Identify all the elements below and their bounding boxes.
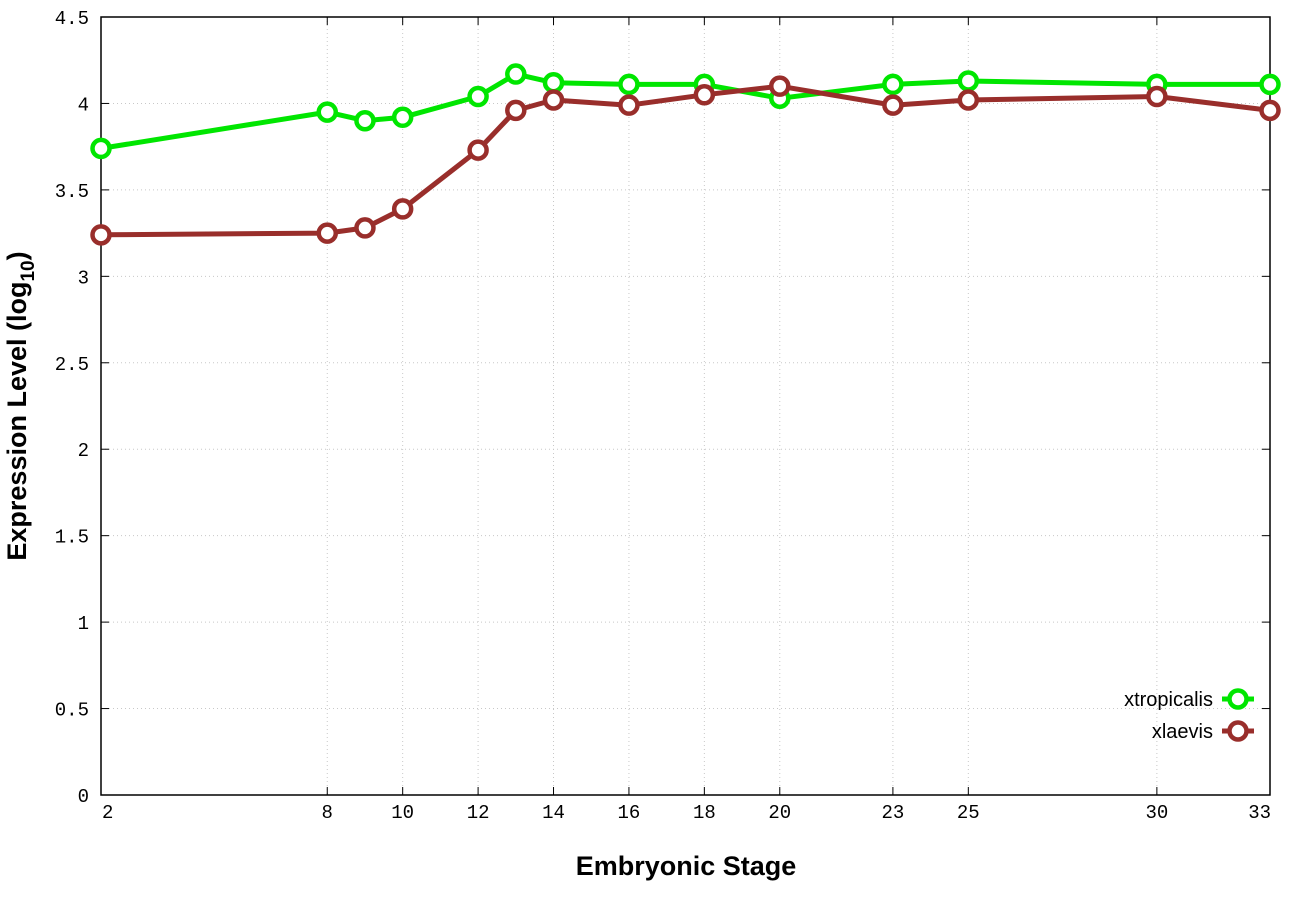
grid-lines [101, 17, 1270, 795]
axis-ticks: 2 8 10 12 14 16 18 20 23 25 30 33 0 0.5 1 1.5 2 2.5 3 3.5 4 4… [55, 8, 1271, 824]
plot-frame [100, 16, 1271, 796]
data-point-xlaevis [542, 89, 565, 111]
x-tick-label: 8 [322, 802, 333, 824]
series-xtropicalis [90, 63, 1281, 160]
data-point-xlaevis [505, 99, 527, 122]
legend-entry-xtropicalis: xtropicalis [1124, 688, 1254, 711]
series-xlaevis [90, 75, 1281, 246]
data-point-xlaevis [618, 94, 640, 116]
data-point-xtropicalis [957, 70, 980, 92]
y-tick-label: 2 [78, 440, 89, 462]
data-point-xtropicalis [618, 73, 640, 96]
x-axis-title: Embryonic Stage [576, 851, 797, 881]
data-point-xlaevis [882, 94, 904, 116]
x-tick-label: 20 [768, 802, 791, 824]
data-point-xlaevis [391, 198, 414, 220]
x-tick-label: 33 [1248, 802, 1271, 824]
data-point-xlaevis [316, 222, 339, 244]
y-tick-label: 0.5 [55, 700, 89, 722]
x-tick-label: 2 [102, 802, 113, 824]
data-point-xtropicalis [90, 137, 112, 160]
data-point-xtropicalis [542, 71, 565, 94]
data-point-xtropicalis [316, 101, 339, 123]
data-point-xtropicalis [467, 85, 489, 108]
data-point-xlaevis [1259, 99, 1281, 122]
y-tick-label: 0 [78, 786, 89, 808]
y-axis-title-close: ) [2, 251, 32, 260]
y-tick-label: 4 [78, 94, 89, 116]
data-point-xtropicalis [1259, 73, 1281, 96]
y-axis-title: Expression Level (log10) [2, 251, 39, 560]
data-point-xlaevis [769, 75, 791, 97]
data-point-xlaevis [1146, 85, 1168, 108]
data-point-xlaevis [693, 84, 716, 106]
legend: xtropicalis xlaevis [1124, 688, 1254, 743]
data-point-xtropicalis [391, 106, 414, 129]
legend-marker-swatch [1227, 720, 1249, 742]
x-tick-label: 16 [618, 802, 641, 824]
x-tick-label: 30 [1145, 802, 1168, 824]
y-tick-label: 3 [78, 267, 89, 289]
data-point-xlaevis [354, 217, 376, 239]
series-line-xlaevis [100, 83, 1271, 238]
legend-label: xtropicalis [1124, 689, 1213, 711]
legend-marker-swatch [1227, 688, 1249, 710]
x-tick-label: 12 [467, 802, 490, 824]
legend-label: xlaevis [1152, 721, 1213, 743]
x-tick-label: 10 [391, 802, 414, 824]
y-tick-label: 4.5 [55, 8, 89, 30]
data-point-xlaevis [467, 139, 489, 161]
y-tick-label: 1.5 [55, 527, 89, 549]
data-point-xlaevis [90, 224, 112, 246]
legend-entry-xlaevis: xlaevis [1152, 720, 1254, 743]
y-tick-label: 2.5 [55, 354, 89, 376]
data-point-xlaevis [957, 89, 980, 111]
series-line-xtropicalis [100, 71, 1270, 151]
x-tick-label: 14 [542, 802, 565, 824]
x-tick-label: 23 [881, 802, 904, 824]
y-axis-title-subscript: 10 [18, 260, 39, 281]
y-tick-label: 1 [78, 613, 89, 635]
x-tick-label: 18 [693, 802, 716, 824]
y-tick-label: 3.5 [55, 181, 89, 203]
y-axis-title-main: Expression Level (log [2, 282, 32, 561]
data-point-xtropicalis [354, 109, 376, 132]
data-point-xtropicalis [505, 63, 527, 85]
x-tick-label: 25 [957, 802, 980, 824]
data-point-xtropicalis [882, 73, 904, 96]
series-layer [90, 63, 1281, 246]
